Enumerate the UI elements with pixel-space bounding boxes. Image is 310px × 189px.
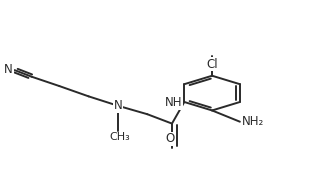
Text: N: N <box>4 63 13 76</box>
Text: N: N <box>113 99 122 112</box>
Text: NH: NH <box>165 96 183 109</box>
Text: NH₂: NH₂ <box>241 115 264 128</box>
Text: CH₃: CH₃ <box>109 132 130 142</box>
Text: Cl: Cl <box>206 58 218 71</box>
Text: O: O <box>165 132 174 145</box>
